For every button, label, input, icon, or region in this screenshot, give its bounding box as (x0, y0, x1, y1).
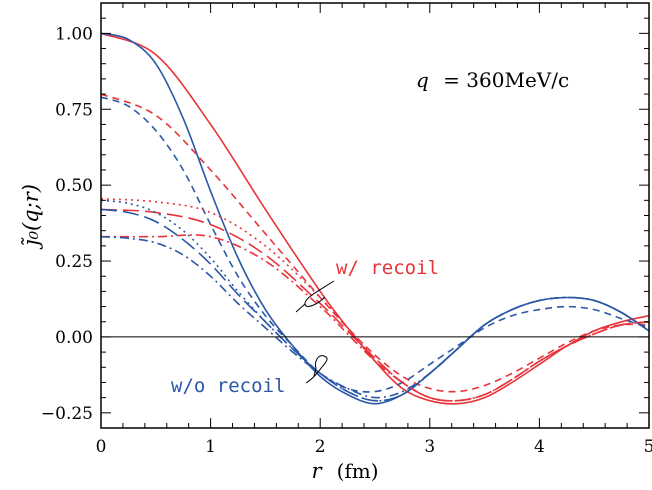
annotation-w-recoil-leader (295, 280, 335, 313)
y-tick-label: −0.25 (41, 404, 93, 424)
ticks-layer: 0 1 2 3 4 5 −0.25 0.00 0.25 0.50 0.75 1.00 (41, 2, 652, 457)
x-tick-label: 2 (315, 437, 326, 457)
series-line-w-recoil-longdash (101, 208, 649, 402)
series-line-wo-recoil-dashdot (101, 235, 649, 399)
x-axis-variable: r (311, 459, 323, 483)
y-tick-label: 0.50 (55, 176, 93, 196)
annotation-w-recoil: w/ recoil (295, 257, 439, 313)
x-tick-label: 1 (205, 437, 216, 457)
x-tick-label: 0 (96, 437, 107, 457)
q-value: = 360MeV/c (443, 68, 569, 92)
y-tick-label: 0.75 (55, 100, 93, 120)
series-layer (101, 32, 649, 405)
x-axis-title: r (fm) (311, 459, 378, 483)
x-axis-unit: (fm) (337, 459, 379, 483)
q-annotation: q = 360MeV/c (416, 68, 569, 92)
annotation-wo-recoil-label: w/o recoil (171, 375, 285, 397)
series-line-wo-recoil-dashed (101, 96, 649, 393)
y-axis-title: j̃₀(q;r) (19, 184, 43, 250)
series-line-w-recoil-dashdot (101, 234, 649, 402)
y-tick-label: 0.25 (55, 252, 93, 272)
series-line-w-recoil-dashed (101, 93, 649, 393)
x-tick-label: 3 (424, 437, 435, 457)
series-line-wo-recoil-longdash (101, 208, 649, 402)
series-line-wo-recoil-dotted (101, 199, 649, 402)
x-tick-label: 5 (644, 437, 652, 457)
plot-frame (100, 2, 650, 429)
annotation-wo-recoil-leader (305, 355, 328, 384)
annotation-w-recoil-label: w/ recoil (336, 257, 439, 279)
y-tick-label: 0.00 (55, 328, 93, 348)
y-tick-label: 1.00 (55, 24, 93, 44)
y-axis-title-text: j̃₀(q;r) (19, 184, 43, 250)
x-tick-label: 4 (534, 437, 545, 457)
svg-text:q = 360MeV/c: q = 360MeV/c (416, 68, 569, 92)
series-line-w-recoil-dotted (101, 198, 649, 402)
q-variable: q (416, 68, 429, 92)
annotation-wo-recoil: w/o recoil (171, 355, 328, 397)
